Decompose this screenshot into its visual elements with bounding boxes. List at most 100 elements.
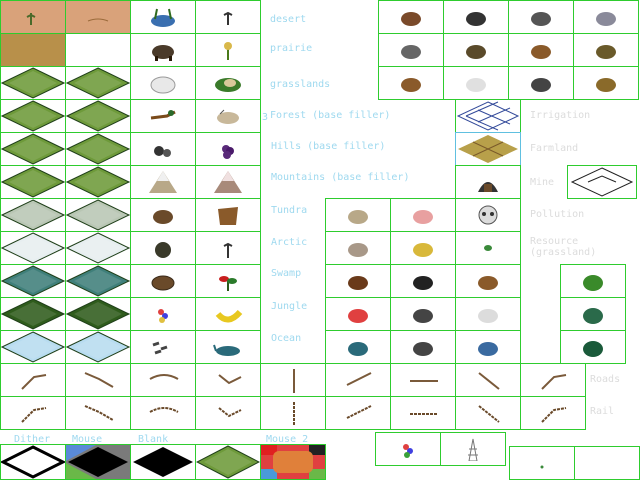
fish-small-tile bbox=[390, 297, 456, 331]
skull-icon bbox=[478, 205, 498, 225]
tile-prairie-0 bbox=[0, 33, 66, 67]
whale-small-icon bbox=[348, 342, 368, 356]
tile-tundra-3 bbox=[195, 198, 261, 232]
bear-tile bbox=[443, 33, 509, 67]
mouse-2-icon bbox=[261, 445, 325, 479]
dot-bottom-tile bbox=[509, 446, 575, 480]
oil-derrick-icon bbox=[223, 11, 233, 25]
rail-tile-2 bbox=[130, 396, 196, 430]
furs-icon bbox=[218, 207, 238, 225]
pheasant-4-icon bbox=[401, 78, 421, 92]
resources-icon bbox=[150, 76, 176, 94]
tile-swamp-1 bbox=[65, 264, 131, 298]
tile-tundra-2 bbox=[130, 198, 196, 232]
tile-arctic-1 bbox=[65, 231, 131, 265]
mouse-tile bbox=[65, 444, 131, 480]
canister-tile bbox=[378, 33, 444, 67]
tower-bottom-tile bbox=[440, 432, 506, 466]
dolphins-icon bbox=[478, 342, 498, 356]
tile-swamp-0 bbox=[0, 264, 66, 298]
label-mountains: Mountains (base filler) bbox=[271, 172, 410, 183]
penguin-icon bbox=[413, 276, 433, 290]
gems-bottom-tile bbox=[375, 432, 441, 466]
buffalo-icon bbox=[152, 45, 174, 61]
road-tile-2 bbox=[130, 363, 196, 397]
tile-forest-1 bbox=[65, 99, 131, 133]
tile-swamp-3 bbox=[195, 264, 261, 298]
tile-ocean-0 bbox=[0, 330, 66, 364]
tile-desert-3 bbox=[195, 0, 261, 34]
road-segment-icon bbox=[293, 369, 295, 393]
pheasant-5-tile bbox=[573, 66, 639, 100]
road-tile-5 bbox=[325, 363, 391, 397]
tile-prairie-3 bbox=[195, 33, 261, 67]
farmland-icon bbox=[458, 135, 518, 163]
tile-hills-1 bbox=[65, 132, 131, 166]
tile-forest-3 bbox=[195, 99, 261, 133]
fish-small-icon bbox=[413, 309, 433, 323]
rail-segment-icon bbox=[346, 405, 372, 419]
rail-segment-icon bbox=[84, 405, 114, 421]
mountain-alt2-icon bbox=[348, 243, 368, 257]
rail-tile-0 bbox=[0, 396, 66, 430]
fish-school-icon bbox=[413, 342, 433, 356]
pheasant-icon bbox=[150, 110, 176, 120]
road-segment-icon bbox=[21, 374, 47, 390]
road-tile-4 bbox=[260, 363, 326, 397]
label-prairie: prairie bbox=[270, 43, 313, 54]
tile-prairie-1 bbox=[65, 33, 131, 67]
polar-bear-icon bbox=[466, 78, 486, 92]
mine-entrance-icon bbox=[478, 182, 498, 192]
temple-icon bbox=[583, 308, 603, 324]
resource-dot-icon bbox=[484, 245, 492, 251]
tile-mountains-2 bbox=[130, 165, 196, 199]
label-tundra: Tundra bbox=[271, 205, 308, 216]
grass-sample-icon bbox=[196, 445, 260, 479]
dither-diamond-icon bbox=[1, 445, 65, 479]
tile-arctic-2 bbox=[130, 231, 196, 265]
jungle-diamond-icon bbox=[66, 298, 130, 330]
turkey-large-tile bbox=[508, 0, 574, 34]
road-segment-icon bbox=[149, 374, 179, 380]
tile-desert-0 bbox=[0, 0, 66, 34]
pheasant-4-tile bbox=[378, 66, 444, 100]
tile-ocean-1 bbox=[65, 330, 131, 364]
mine-marker-tile bbox=[567, 165, 637, 199]
label-jungle: Jungle bbox=[271, 301, 308, 312]
tile-forest-0 bbox=[0, 99, 66, 133]
gems-bottom-icon bbox=[403, 444, 413, 458]
tile-jungle-3 bbox=[195, 297, 261, 331]
tile-ocean-2 bbox=[130, 330, 196, 364]
corn-icon bbox=[413, 243, 433, 257]
mountain-alt-tile bbox=[325, 198, 391, 232]
tile-mountains-3 bbox=[195, 165, 261, 199]
rail-segment-icon bbox=[541, 407, 567, 423]
wheat-icon bbox=[224, 42, 232, 60]
sprout-tile bbox=[560, 264, 626, 298]
pheasant-3-tile bbox=[573, 33, 639, 67]
mouse-2-tile bbox=[260, 444, 326, 480]
tile-ocean-3 bbox=[195, 330, 261, 364]
mountain-iron-icon bbox=[214, 171, 242, 193]
rail-tile-7 bbox=[455, 396, 521, 430]
tile-hills-0 bbox=[0, 132, 66, 166]
road-segment-icon bbox=[218, 374, 242, 385]
label-mine: Mine bbox=[530, 177, 555, 188]
label-desert: desert bbox=[270, 14, 307, 25]
label-blank: Blank bbox=[138, 434, 169, 445]
arctic-diamond-icon bbox=[1, 232, 65, 264]
pink-block-tile bbox=[390, 198, 456, 232]
blank-diamond-icon bbox=[133, 447, 193, 477]
label-roads: Roads bbox=[590, 374, 621, 385]
label-swamp: Swamp bbox=[271, 268, 302, 279]
forest-diamond-icon bbox=[1, 100, 65, 132]
farmland-tile bbox=[455, 132, 521, 166]
fruit-icon bbox=[215, 309, 243, 323]
canister-icon bbox=[401, 45, 421, 59]
gems-small-icon bbox=[348, 309, 368, 323]
mountains-diamond-icon bbox=[66, 166, 130, 198]
swamp-diamond-icon bbox=[66, 265, 130, 297]
mine-tile bbox=[455, 165, 521, 199]
mouse-mask-icon bbox=[66, 445, 130, 479]
road-tile-1 bbox=[65, 363, 131, 397]
